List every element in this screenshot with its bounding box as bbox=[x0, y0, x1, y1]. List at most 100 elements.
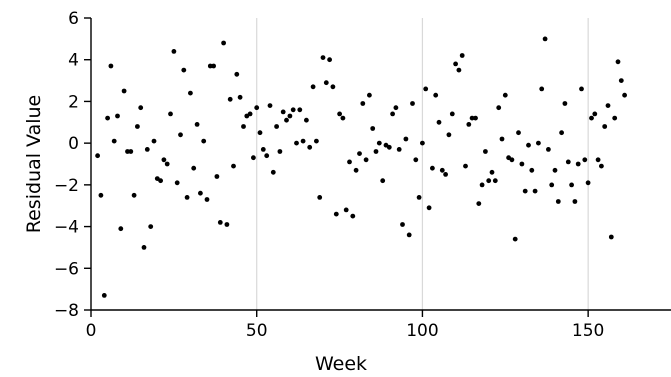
data-point bbox=[277, 149, 283, 154]
x-tick-label: 150 bbox=[572, 321, 604, 341]
data-point bbox=[483, 149, 488, 154]
data-point bbox=[446, 132, 452, 138]
data-point bbox=[121, 88, 127, 94]
data-point bbox=[138, 105, 144, 111]
data-point bbox=[95, 153, 100, 159]
y-tick-label: −2 bbox=[54, 176, 79, 196]
data-point bbox=[585, 180, 591, 186]
data-point bbox=[486, 178, 492, 184]
data-point bbox=[459, 53, 465, 58]
data-point bbox=[390, 111, 395, 117]
y-tick-label: 2 bbox=[68, 92, 79, 112]
data-point bbox=[367, 92, 372, 98]
data-point bbox=[536, 140, 541, 146]
data-point bbox=[221, 40, 227, 46]
data-point bbox=[529, 167, 535, 173]
data-point bbox=[333, 211, 339, 217]
data-point bbox=[492, 178, 498, 184]
data-point bbox=[416, 195, 422, 200]
data-point bbox=[509, 157, 515, 163]
x-tick-label: 0 bbox=[86, 321, 97, 341]
data-point bbox=[264, 153, 270, 159]
data-point bbox=[101, 293, 107, 298]
data-point bbox=[284, 117, 289, 123]
data-point bbox=[98, 192, 104, 198]
data-point bbox=[546, 147, 551, 152]
data-point bbox=[310, 84, 316, 90]
data-point bbox=[555, 199, 561, 204]
data-point bbox=[317, 195, 323, 200]
data-point bbox=[608, 234, 614, 240]
data-point bbox=[453, 61, 458, 67]
data-point bbox=[108, 63, 114, 69]
data-point bbox=[174, 180, 180, 186]
data-point bbox=[589, 115, 594, 121]
data-point bbox=[426, 205, 432, 211]
data-point bbox=[118, 226, 124, 232]
data-point bbox=[194, 122, 200, 127]
data-point bbox=[439, 167, 445, 173]
tick-marks-and-labels: 0 50 100 150 −8 −6 −4 −2 0 2 4 6 bbox=[54, 9, 604, 341]
data-point bbox=[582, 157, 588, 163]
data-point bbox=[615, 59, 621, 65]
data-point bbox=[274, 124, 279, 129]
data-point bbox=[320, 55, 326, 60]
data-point bbox=[595, 157, 601, 163]
data-point bbox=[297, 107, 303, 113]
data-point bbox=[380, 178, 386, 184]
data-point bbox=[247, 111, 253, 117]
data-point bbox=[599, 163, 604, 169]
data-point bbox=[300, 138, 306, 144]
data-point bbox=[403, 136, 409, 142]
data-point bbox=[148, 224, 154, 230]
y-tick-label: 6 bbox=[68, 9, 79, 29]
data-point bbox=[227, 96, 233, 102]
grid-lines bbox=[256, 18, 589, 310]
data-point bbox=[539, 86, 545, 92]
data-point bbox=[191, 165, 197, 171]
data-point bbox=[565, 159, 571, 165]
data-point bbox=[207, 63, 213, 69]
data-point bbox=[201, 138, 207, 144]
data-point bbox=[423, 86, 429, 92]
data-point bbox=[469, 115, 475, 121]
data-point bbox=[254, 105, 260, 111]
data-point bbox=[496, 105, 502, 111]
data-point bbox=[224, 222, 230, 227]
data-point bbox=[270, 169, 276, 175]
data-point bbox=[516, 130, 521, 136]
data-point bbox=[579, 86, 584, 92]
data-point bbox=[161, 157, 167, 163]
data-point bbox=[241, 124, 246, 129]
data-point bbox=[360, 101, 366, 106]
data-point bbox=[559, 130, 564, 136]
data-point bbox=[456, 67, 462, 73]
data-point bbox=[287, 113, 293, 119]
data-point bbox=[400, 222, 405, 227]
data-point bbox=[370, 126, 376, 131]
x-tick-label: 100 bbox=[406, 321, 438, 341]
data-point bbox=[323, 80, 329, 86]
data-point bbox=[111, 138, 117, 144]
data-point bbox=[612, 115, 618, 121]
data-point bbox=[234, 71, 240, 77]
data-point bbox=[267, 103, 273, 108]
data-point bbox=[337, 111, 342, 117]
data-point bbox=[158, 178, 164, 184]
data-point bbox=[231, 163, 236, 169]
data-point bbox=[413, 157, 419, 163]
data-point bbox=[211, 63, 217, 69]
data-point bbox=[463, 163, 468, 169]
x-tick-label: 50 bbox=[246, 321, 268, 341]
data-point bbox=[290, 107, 296, 113]
data-point bbox=[552, 167, 558, 173]
data-point bbox=[257, 130, 263, 136]
data-point bbox=[562, 101, 568, 106]
data-point bbox=[330, 84, 336, 90]
data-point bbox=[430, 165, 435, 171]
data-point bbox=[502, 92, 508, 98]
data-point bbox=[473, 115, 478, 121]
data-point bbox=[393, 105, 399, 111]
y-tick-label: 4 bbox=[68, 51, 79, 71]
